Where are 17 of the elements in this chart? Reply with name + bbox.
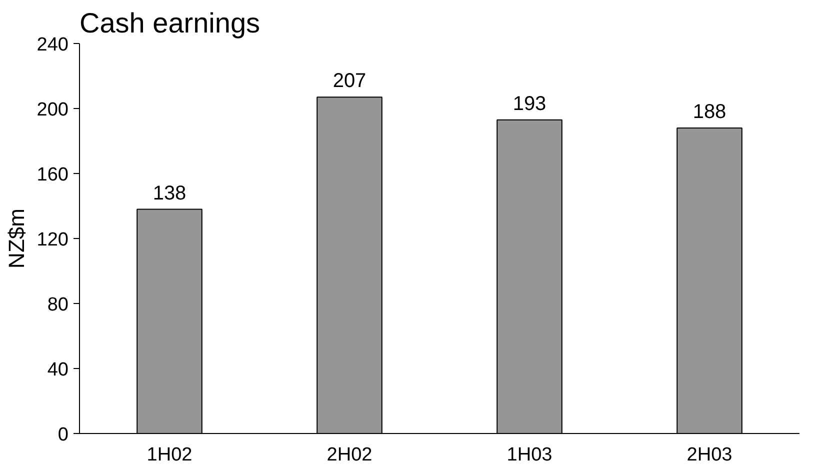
y-tick-label: 160 <box>36 164 68 186</box>
y-tick-label: 120 <box>36 230 68 250</box>
y-tick-label: 200 <box>36 100 68 120</box>
y-tick-label: 80 <box>47 294 69 316</box>
data-label: 193 <box>512 92 546 115</box>
x-tick-label: 2H03 <box>686 444 732 466</box>
y-tick-label: 0 <box>58 424 69 446</box>
y-tick-label: 240 <box>36 34 68 56</box>
data-label: 207 <box>332 70 366 92</box>
x-tick-label: 2H02 <box>326 444 372 466</box>
x-tick-label: 1H02 <box>146 444 192 466</box>
x-tick-label: 1H03 <box>506 444 552 466</box>
y-tick-label: 40 <box>47 360 69 380</box>
data-label: 188 <box>692 101 726 123</box>
data-label: 138 <box>152 182 186 204</box>
y-axis-title: NZ$m <box>4 208 29 268</box>
chart-title: Cash earnings <box>80 8 260 38</box>
